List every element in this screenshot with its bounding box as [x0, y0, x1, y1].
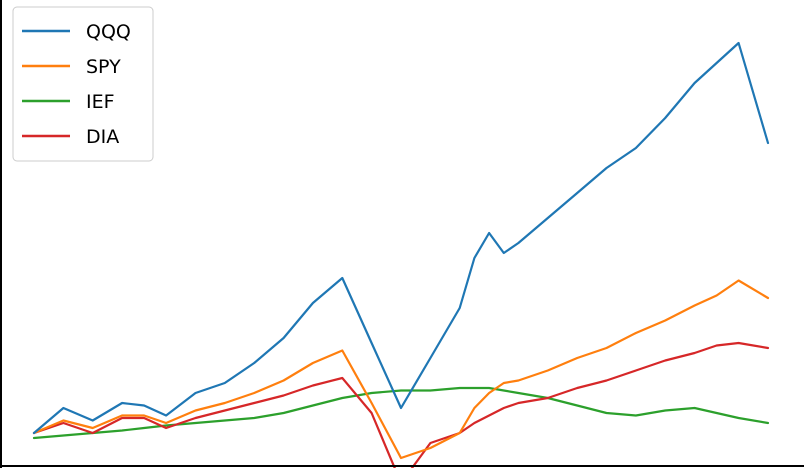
legend-label-ief: IEF: [86, 91, 115, 113]
legend-items: QQQ SPY IEF DIA: [22, 21, 131, 148]
legend-label-dia: DIA: [86, 126, 119, 148]
series-layer: [32, 41, 770, 468]
legend-label-qqq: QQQ: [86, 21, 131, 43]
series-line-ief: [32, 386, 770, 440]
series-line-dia: [32, 341, 770, 468]
series-line-qqq: [32, 41, 770, 435]
legend-label-spy: SPY: [86, 56, 121, 78]
legend-frame: [12, 6, 154, 162]
legend: QQQ SPY IEF DIA: [12, 6, 154, 162]
series-line-spy: [32, 279, 770, 460]
